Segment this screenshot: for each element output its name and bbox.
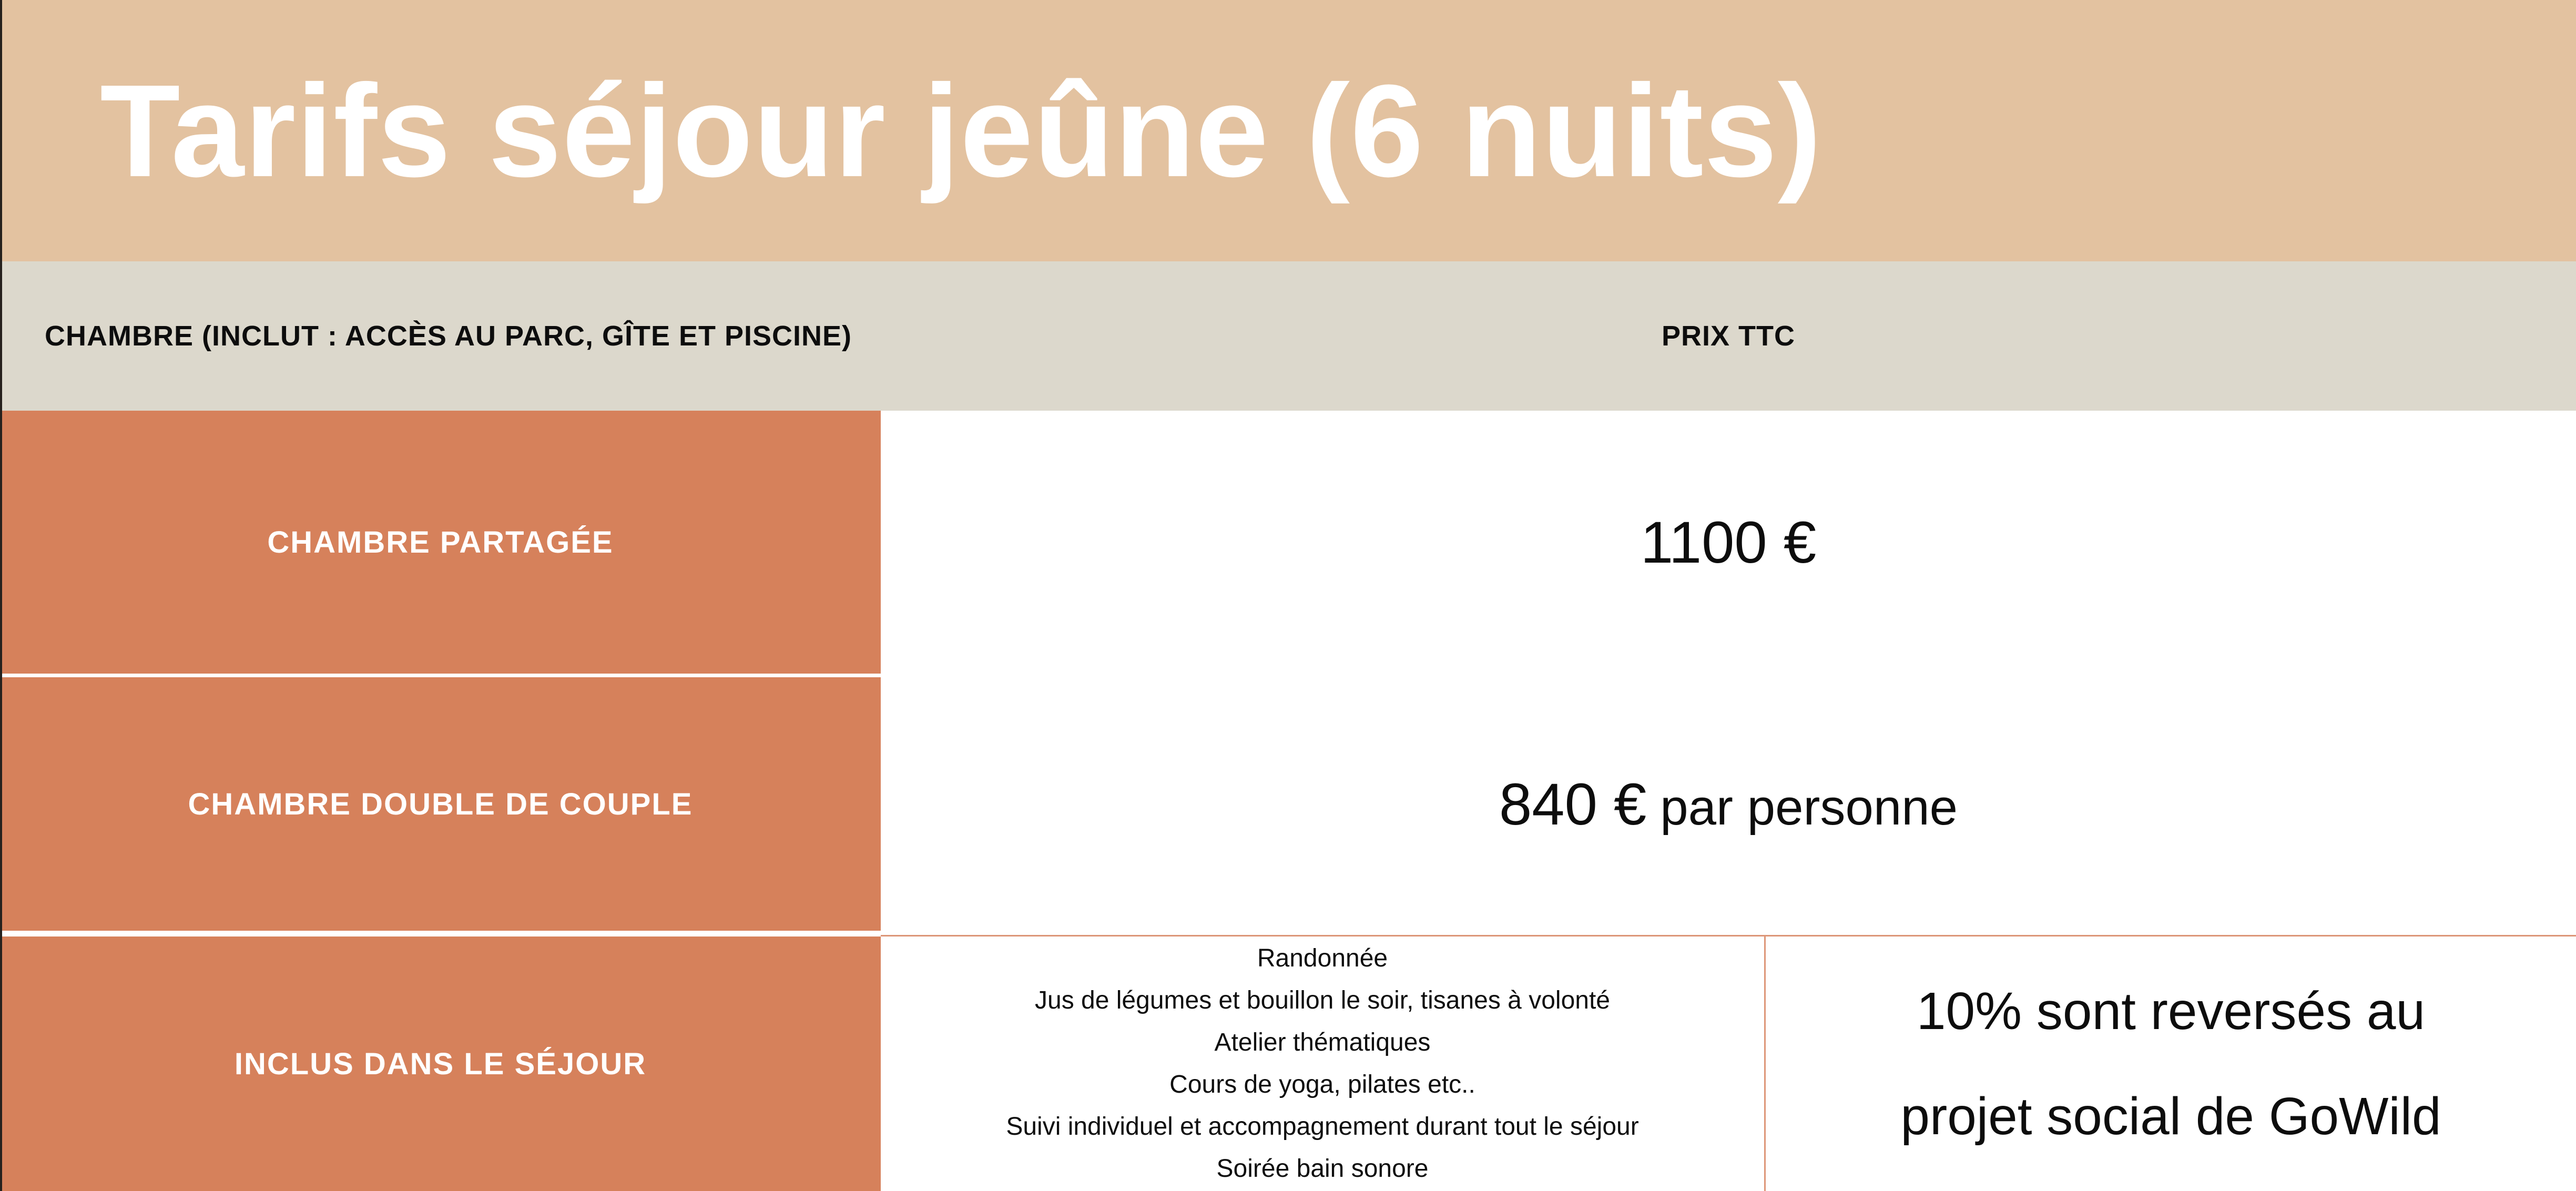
shared-room-price: 1100 €	[1640, 509, 1817, 575]
included-details-row: Randonnée Jus de légumes et bouillon le …	[881, 935, 2576, 1191]
table-header-row: CHAMBRE (INCLUT : ACCÈS AU PARC, GÎTE ET…	[0, 261, 2576, 411]
double-room-price-unit: par personne	[1660, 779, 1958, 836]
shared-room-price-cell: 1100 €	[881, 411, 2576, 674]
donation-note-line: 10% sont reversés au	[1916, 982, 2426, 1041]
row-label-included: INCLUS DANS LE SÉJOUR	[0, 936, 881, 1191]
header-room-column-label: CHAMBRE (INCLUT : ACCÈS AU PARC, GÎTE ET…	[45, 320, 852, 352]
header-price-column-label: PRIX TTC	[1661, 320, 1795, 352]
double-room-price-amount: 840 €	[1499, 771, 1647, 837]
included-item: Atelier thématiques	[1214, 1029, 1431, 1056]
included-item: Suivi individuel et accompagnement duran…	[1006, 1113, 1639, 1141]
included-label: INCLUS DANS LE SÉJOUR	[234, 1046, 647, 1081]
included-item: Jus de légumes et bouillon le soir, tisa…	[1035, 986, 1610, 1014]
page-left-edge-line	[0, 0, 2, 1191]
included-items-list: Randonnée Jus de légumes et bouillon le …	[881, 936, 1764, 1191]
included-item: Cours de yoga, pilates etc..	[1169, 1071, 1475, 1098]
shared-room-label: CHAMBRE PARTAGÉE	[267, 525, 614, 559]
included-item: Soirée bain sonore	[1216, 1155, 1429, 1183]
donation-note: 10% sont reversés au projet social de Go…	[1764, 936, 2576, 1191]
title-banner: Tarifs séjour jeûne (6 nuits)	[0, 0, 2576, 261]
donation-note-line: projet social de GoWild	[1900, 1087, 2441, 1146]
double-room-price-cell: 840 € par personne	[881, 677, 2576, 931]
page-title: Tarifs séjour jeûne (6 nuits)	[100, 57, 1822, 204]
included-item: Randonnée	[1257, 944, 1388, 972]
row-label-shared-room: CHAMBRE PARTAGÉE	[0, 411, 881, 674]
double-room-label: CHAMBRE DOUBLE DE COUPLE	[188, 787, 693, 821]
double-room-price: 840 € par personne	[1499, 770, 1958, 838]
row-label-double-room: CHAMBRE DOUBLE DE COUPLE	[0, 677, 881, 931]
